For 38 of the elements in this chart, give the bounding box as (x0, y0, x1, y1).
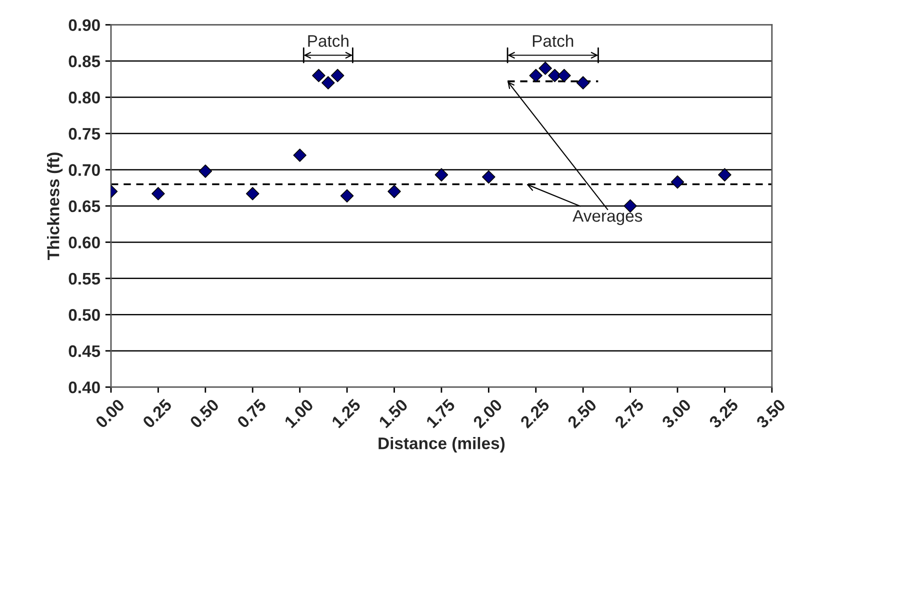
point (293, 148, 306, 162)
x-tick-label: 3.00 (661, 398, 692, 429)
point (198, 164, 212, 178)
x-tick-label: 0.00 (94, 398, 126, 429)
y-tick-label: 0.40 (68, 382, 100, 394)
point (434, 168, 448, 182)
x-tick-label: 0.50 (189, 398, 220, 429)
y-tick-label: 0.60 (68, 236, 100, 248)
y-tick-label: 0.70 (68, 164, 100, 176)
point (312, 68, 326, 82)
point (718, 168, 732, 182)
y-axis-title: Thickness (ft) (47, 152, 63, 260)
point (558, 68, 571, 82)
x-axis-title: Distance (miles) (378, 437, 505, 453)
point (388, 184, 401, 198)
point (576, 76, 590, 90)
y-tick-label: 0.75 (68, 128, 100, 140)
y-tick-label: 0.45 (68, 345, 100, 358)
point (538, 62, 552, 75)
y-tick-label: 0.85 (68, 55, 100, 68)
point (322, 76, 335, 90)
point (670, 175, 684, 189)
point (246, 187, 260, 200)
y-tick-label: 0.55 (68, 272, 100, 285)
annotation: Patch (532, 34, 574, 47)
point (482, 170, 496, 184)
point (152, 187, 165, 200)
annotation: Averages (572, 210, 642, 226)
point (340, 189, 354, 202)
y-tick-label: 0.50 (68, 309, 100, 321)
y-tick-label: 0.80 (68, 92, 100, 104)
annotation: Patch (308, 34, 348, 47)
point (529, 68, 542, 82)
point (548, 68, 562, 82)
point (330, 68, 344, 82)
y-tick-label: 0.90 (68, 19, 100, 32)
y-tick-label: 0.65 (68, 200, 100, 212)
x-tick-label: 3.50 (756, 398, 786, 429)
